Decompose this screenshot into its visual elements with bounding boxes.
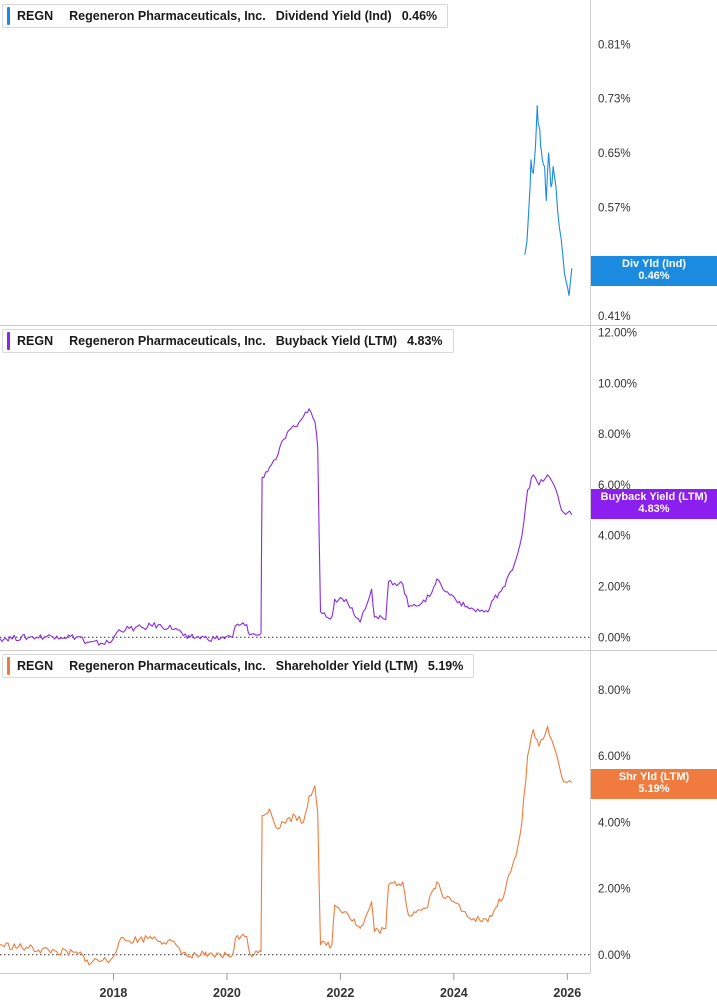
y-tick-label: 6.00%	[598, 751, 631, 763]
x-tick-label: 2024	[440, 986, 468, 1000]
value-tag-label: Buyback Yield (LTM)	[600, 491, 708, 503]
y-tick-label: 10.00%	[598, 378, 637, 390]
x-tick-label: 2020	[213, 986, 241, 1000]
y-tick-label: 0.57%	[598, 202, 631, 214]
legend-swatch-dividend	[7, 7, 10, 25]
x-tick-label: 2022	[326, 986, 354, 1000]
chart-panel-2: 0.00% 2.00% 4.00% 6.00% 8.00%	[0, 650, 717, 966]
legend-swatch-buyback	[7, 332, 10, 350]
y-tick-label: 8.00%	[598, 429, 631, 441]
legend-swatch-shareholder	[7, 657, 10, 675]
chart-panel-1: 0.00% 2.00% 4.00% 6.00% 8.00% 10.00% 12.00%	[0, 325, 717, 646]
value-tag-value: 0.46%	[638, 270, 670, 282]
x-tick-label: 2026	[553, 986, 581, 1000]
y-tick-label: 0.73%	[598, 94, 631, 106]
panels-layer: 0.41%0.49%0.57%0.65%0.73%0.81%0.00%2.00%…	[0, 39, 717, 966]
y-tick-label: 4.00%	[598, 531, 631, 543]
legend-metric: Buyback Yield (LTM)	[275, 334, 398, 348]
legend-value: 5.19%	[427, 659, 464, 673]
y-tick-label: 6.00%	[598, 480, 631, 492]
legend-shareholder-yield: REGN Regeneron Pharmaceuticals, Inc. Sha…	[2, 654, 475, 678]
series-line	[0, 408, 573, 646]
y-tick-label: 0.41%	[598, 311, 631, 323]
value-tag-label: Shr Yld (LTM)	[618, 771, 690, 783]
x-axis: 2018 2020 2022 2024 2026	[0, 0, 591, 1000]
legend-ticker: REGN	[17, 334, 54, 348]
value-tag-buyback: Buyback Yield (LTM) 4.83%	[591, 489, 717, 519]
value-tag-dividend: Div Yld (Ind) 0.46%	[591, 256, 717, 286]
legend-value: 4.83%	[407, 334, 443, 348]
y-tick-label: 0.65%	[598, 148, 631, 160]
value-tag-label: Div Yld (Ind)	[622, 258, 686, 270]
value-tag-value: 4.83%	[638, 503, 670, 515]
y-tick-label: 0.00%	[598, 950, 631, 962]
value-tag-shareholder: Shr Yld (LTM) 5.19%	[591, 769, 717, 799]
legend-value: 0.46%	[401, 9, 438, 23]
legend-dividend-yield: REGN Regeneron Pharmaceuticals, Inc. Div…	[2, 4, 449, 28]
legend-buyback-yield: REGN Regeneron Pharmaceuticals, Inc. Buy…	[2, 329, 454, 353]
y-tick-label: 12.00%	[598, 328, 637, 340]
legend-ticker: REGN	[17, 9, 54, 23]
value-tag-value: 5.19%	[638, 783, 670, 795]
legend-company: Regeneron Pharmaceuticals, Inc.	[69, 9, 266, 23]
legend-metric: Shareholder Yield (LTM)	[275, 659, 418, 673]
y-tick-label: 0.00%	[598, 632, 631, 644]
legend-company: Regeneron Pharmaceuticals, Inc.	[69, 659, 266, 673]
y-tick-label: 2.00%	[598, 582, 631, 594]
x-tick-label: 2018	[100, 986, 128, 1000]
y-tick-label: 0.81%	[598, 39, 631, 51]
legend-ticker: REGN	[17, 659, 54, 673]
y-tick-label: 2.00%	[598, 884, 631, 896]
legend-company: Regeneron Pharmaceuticals, Inc.	[69, 334, 266, 348]
series-line	[0, 725, 573, 966]
y-tick-label: 4.00%	[598, 817, 631, 829]
y-tick-label: 8.00%	[598, 685, 631, 697]
series-line	[524, 104, 573, 297]
legend-metric: Dividend Yield (Ind)	[275, 9, 392, 23]
